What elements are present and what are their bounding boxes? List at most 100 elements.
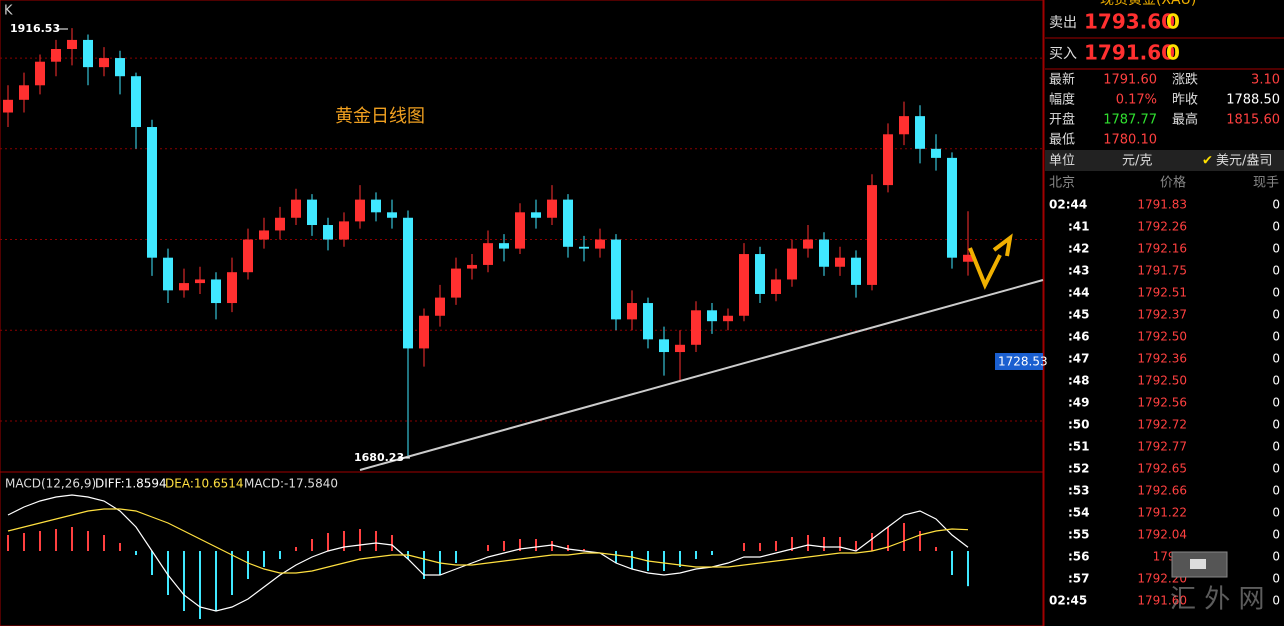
quote-label: 最新 xyxy=(1049,72,1075,88)
unit-option[interactable]: 美元/盎司 xyxy=(1216,154,1272,169)
tick-time: :45 xyxy=(1068,308,1090,322)
check-mark[interactable]: ✔ xyxy=(1202,154,1213,169)
candle-body xyxy=(99,58,109,68)
tick-time: :42 xyxy=(1068,242,1090,256)
candle-body xyxy=(483,243,493,265)
candle-body xyxy=(419,315,429,349)
candle-body xyxy=(515,212,525,249)
col-price: 价格 xyxy=(1160,175,1186,191)
tick-vol: 0 xyxy=(1272,220,1280,234)
unit-label: 单位 xyxy=(1049,154,1075,169)
buy-vol: 0 xyxy=(1166,41,1180,65)
tick-price: 1792.04 xyxy=(1137,528,1187,542)
tick-time: :55 xyxy=(1068,528,1090,542)
dea-line xyxy=(7,508,969,574)
candle-body xyxy=(371,199,381,213)
candle-body xyxy=(147,127,157,258)
quote-label: 最高 xyxy=(1172,112,1198,128)
quote-label: 昨收 xyxy=(1172,93,1198,108)
tick-vol: 0 xyxy=(1272,484,1280,498)
tick-vol: 0 xyxy=(1272,198,1280,212)
candle-body xyxy=(451,268,461,298)
candle-body xyxy=(211,279,221,304)
tick-time: :46 xyxy=(1068,330,1090,344)
candle-body xyxy=(531,212,541,218)
quote-value: 1780.10 xyxy=(1103,133,1157,148)
tick-vol: 0 xyxy=(1272,418,1280,432)
candle-body xyxy=(723,315,733,322)
tick-vol: 0 xyxy=(1272,440,1280,454)
trend-line xyxy=(359,279,1044,471)
candle-body xyxy=(355,199,365,222)
candle-body xyxy=(579,246,589,249)
last-box xyxy=(995,353,1043,370)
candle-body xyxy=(67,39,77,49)
candle-body xyxy=(851,257,861,285)
candle-body xyxy=(947,157,957,258)
tick-price: 1792.16 xyxy=(1137,242,1187,256)
sell-vol: 0 xyxy=(1166,10,1180,34)
candle-body xyxy=(467,264,477,269)
candle-body xyxy=(115,58,125,77)
candle-body xyxy=(323,225,333,240)
candle-body xyxy=(915,116,925,149)
candle-body xyxy=(627,303,637,320)
quote-label: 涨跌 xyxy=(1172,72,1198,88)
tick-price: 1791.75 xyxy=(1137,264,1187,278)
tick-time: :52 xyxy=(1068,462,1090,476)
candle-body xyxy=(755,254,765,294)
tick-time: :43 xyxy=(1068,264,1090,278)
tick-time: :50 xyxy=(1068,418,1090,432)
tick-vol: 0 xyxy=(1272,308,1280,322)
tick-vol: 0 xyxy=(1272,330,1280,344)
candle-body xyxy=(659,339,669,353)
tick-vol: 0 xyxy=(1272,352,1280,366)
candle-body xyxy=(931,148,941,158)
tick-time: :47 xyxy=(1068,352,1090,366)
tick-time: :41 xyxy=(1068,220,1090,234)
tick-vol: 0 xyxy=(1272,286,1280,300)
unit-row xyxy=(1045,150,1284,171)
candle-body xyxy=(691,310,701,345)
candle-body xyxy=(387,212,397,218)
candle-body xyxy=(883,134,893,186)
tick-vol: 0 xyxy=(1272,594,1280,608)
tick-time: :51 xyxy=(1068,440,1090,454)
candle-body xyxy=(787,248,797,280)
tick-price: 1792.50 xyxy=(1137,330,1187,344)
tick-vol: 0 xyxy=(1272,242,1280,256)
tick-price: 1791.60 xyxy=(1137,594,1187,608)
candle-body xyxy=(195,279,205,284)
candle-body xyxy=(35,61,45,86)
candle-body xyxy=(739,254,749,316)
buy-price: 1791.60 xyxy=(1084,41,1175,65)
candle-body xyxy=(435,297,445,316)
tick-price: 1792.26 xyxy=(1137,220,1187,234)
tick-price: 1791.83 xyxy=(1137,198,1187,212)
tick-price: 1792.65 xyxy=(1137,462,1187,476)
buy-label: 买入 xyxy=(1049,46,1077,62)
candle-body xyxy=(19,85,29,100)
quote-value: 3.10 xyxy=(1251,73,1280,88)
tick-vol: 0 xyxy=(1272,550,1280,564)
candle-body xyxy=(499,243,509,249)
tick-vol: 0 xyxy=(1272,462,1280,476)
candle-body xyxy=(163,257,173,291)
tick-price: 1792.66 xyxy=(1137,484,1187,498)
tick-price: 1792.37 xyxy=(1137,308,1187,322)
tick-time: :48 xyxy=(1068,374,1090,388)
sell-label: 卖出 xyxy=(1049,15,1077,31)
candle-body xyxy=(243,239,253,273)
tick-vol: 0 xyxy=(1272,528,1280,542)
keyboard-icon xyxy=(1190,559,1206,569)
candle-body xyxy=(563,199,573,247)
tick-price: 1792.36 xyxy=(1137,352,1187,366)
tick-price: 1792.77 xyxy=(1137,440,1187,454)
tick-price: 1792.56 xyxy=(1137,396,1187,410)
chart-title: 黄金日线图 xyxy=(335,106,425,127)
candle-body xyxy=(179,283,189,291)
candle-body xyxy=(131,76,141,128)
quote-label: 最低 xyxy=(1049,133,1075,148)
quote-value: 0.17% xyxy=(1116,93,1157,108)
dea-label: DEA:10.6514 xyxy=(165,477,244,491)
